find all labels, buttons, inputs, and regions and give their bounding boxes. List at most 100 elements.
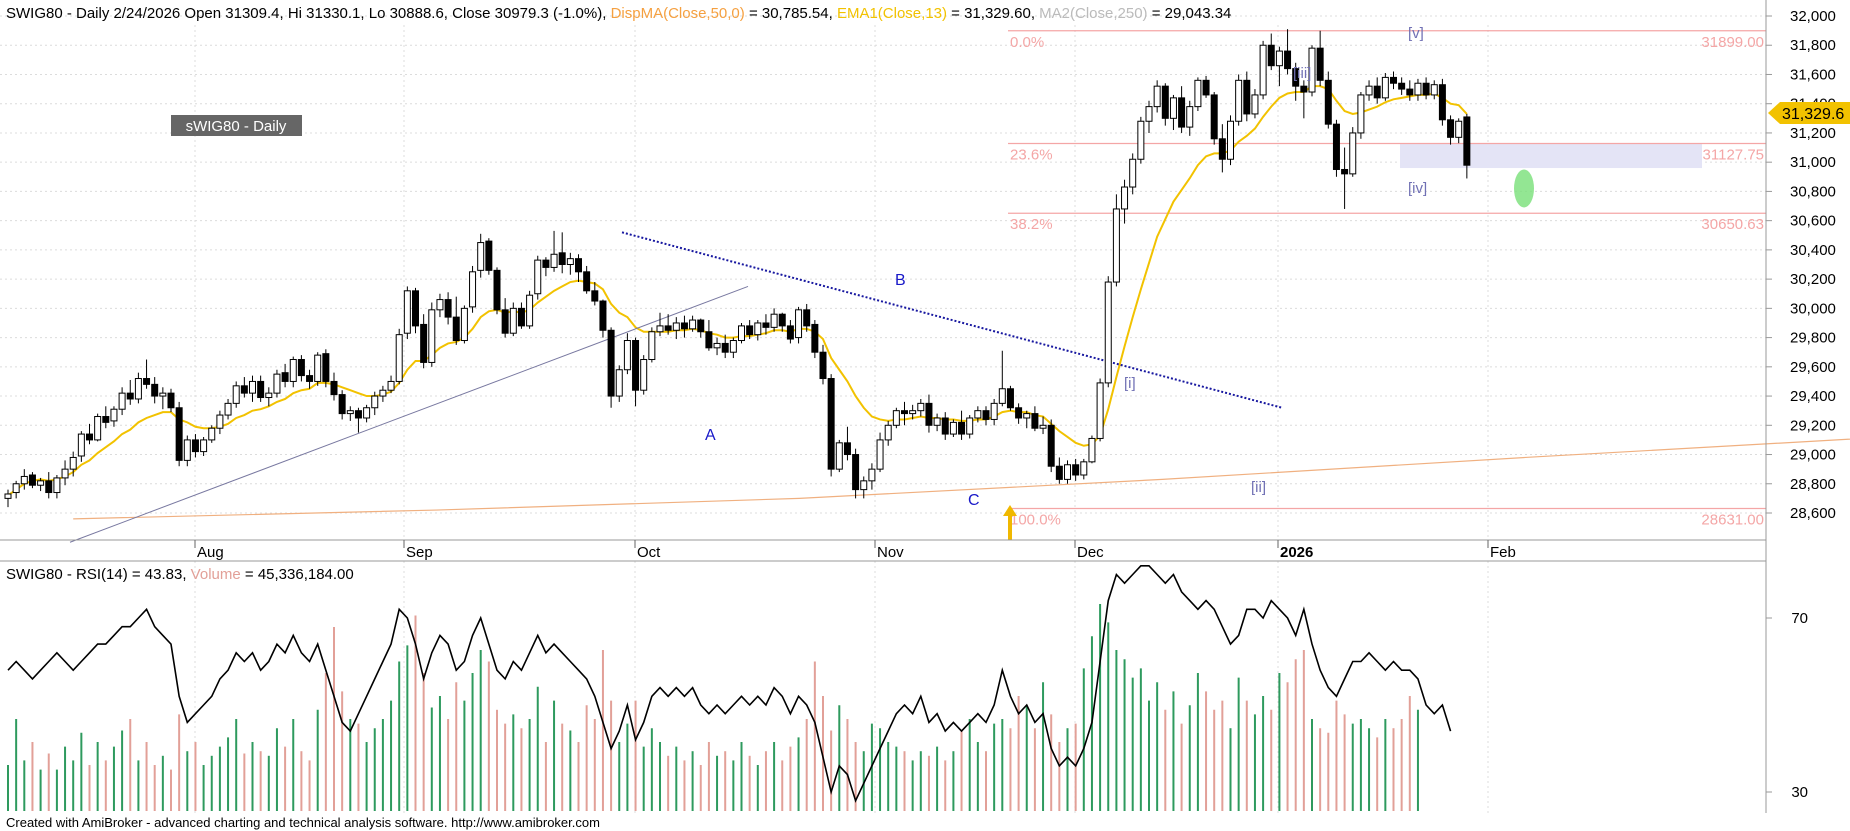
- date-tick-label: Sep: [406, 544, 433, 561]
- candle-up: [159, 392, 167, 397]
- candle-down: [1218, 138, 1226, 160]
- candle-up: [1275, 50, 1283, 67]
- candle-up: [795, 309, 803, 339]
- wave-label-c: C: [968, 492, 980, 509]
- ma-label: MA2(Close,250): [1039, 5, 1147, 22]
- volume-label: Volume: [191, 566, 241, 583]
- price-tick-label: 31,800: [1790, 37, 1836, 54]
- candle-down: [1398, 82, 1406, 90]
- candle-down: [420, 323, 428, 363]
- candle-down: [583, 271, 591, 292]
- candle-down: [705, 331, 713, 349]
- candle-down: [746, 325, 754, 336]
- price-tick-label: 32,000: [1790, 8, 1836, 25]
- candle-up: [990, 402, 998, 420]
- candle-down: [811, 323, 819, 353]
- candle-up: [249, 380, 256, 394]
- candle-up: [183, 439, 191, 461]
- candle-down: [1243, 79, 1251, 115]
- uptrend-line: [69, 285, 749, 543]
- candle-down: [102, 416, 110, 423]
- ema-label: EMA1(Close,13): [837, 5, 947, 22]
- candle-down: [1072, 464, 1080, 476]
- rsi-axis: 30 70: [1766, 610, 1808, 801]
- price-tick-label: 30,000: [1790, 300, 1836, 317]
- candle-up: [346, 410, 354, 415]
- candle-up: [134, 378, 142, 400]
- rsi-tick-label: 30: [1791, 784, 1808, 801]
- candle-up: [363, 407, 371, 419]
- candle-down: [1316, 47, 1324, 81]
- price-tick-label: 29,200: [1790, 417, 1836, 434]
- candle-down: [338, 394, 346, 415]
- candle-up: [200, 439, 208, 453]
- candle-down: [1015, 407, 1023, 419]
- candle-up: [623, 340, 631, 371]
- candle-down: [1463, 116, 1471, 166]
- candle-down: [941, 417, 949, 435]
- candles: [4, 29, 1471, 508]
- candle-up: [860, 480, 868, 491]
- candle-down: [721, 342, 729, 353]
- rsi-label: SWIG80 - RSI(14) = 43.83,: [6, 566, 191, 583]
- price-tick-label: 29,000: [1790, 447, 1836, 464]
- candle-up: [216, 414, 224, 429]
- candle-down: [444, 299, 452, 318]
- candle-up: [933, 417, 941, 426]
- downtrend-line: [621, 231, 1283, 409]
- candle-down: [558, 252, 566, 265]
- candle-up: [395, 334, 403, 382]
- candle-up: [1430, 84, 1438, 96]
- candle-up: [1308, 47, 1316, 93]
- candle-down: [1422, 82, 1430, 96]
- candle-up: [1194, 79, 1202, 108]
- candle-down: [591, 290, 599, 302]
- candle-down: [1161, 85, 1169, 119]
- candle-down: [151, 383, 159, 397]
- candle-up: [550, 253, 558, 268]
- candle-up: [892, 410, 900, 426]
- candle-up: [1137, 120, 1145, 160]
- candle-down: [680, 322, 688, 330]
- candle-down: [843, 442, 851, 456]
- candle-down: [1055, 465, 1063, 480]
- price-tick-label: 31,200: [1790, 125, 1836, 142]
- dma-label: DispMA(Close,50,0): [611, 5, 745, 22]
- candle-down: [632, 340, 640, 391]
- wave-label-i: [i]: [1124, 375, 1136, 392]
- candle-down: [803, 309, 811, 327]
- wave-label-iv: [iv]: [1408, 180, 1427, 197]
- candle-down: [664, 325, 672, 331]
- fib-23-6-value-label: 31127.75: [1703, 147, 1764, 164]
- candle-down: [542, 259, 550, 268]
- candle-up: [1169, 97, 1177, 119]
- candle-up: [1227, 120, 1234, 160]
- candle-up: [387, 380, 395, 391]
- candle-down: [1438, 84, 1446, 121]
- candle-down: [1047, 424, 1055, 467]
- candle-up: [1365, 85, 1373, 96]
- candle-up: [12, 483, 20, 494]
- candle-down: [1267, 44, 1275, 67]
- candle-up: [1153, 85, 1161, 108]
- candle-down: [1373, 85, 1381, 99]
- candle-up: [640, 359, 648, 391]
- rsi-header: SWIG80 - RSI(14) = 43.83, Volume = 45,33…: [6, 566, 354, 583]
- candle-down: [827, 378, 835, 470]
- candle-up: [469, 271, 477, 308]
- chart-header: SWIG80 - Daily 2/24/2026 Open 31309.4, H…: [6, 5, 1231, 22]
- fib-zone: [1400, 143, 1702, 169]
- price-tick-label: 29,400: [1790, 388, 1836, 405]
- volume-value: = 45,336,184.00: [241, 566, 354, 583]
- candle-up: [509, 307, 517, 334]
- candle-up: [917, 402, 925, 412]
- candle-down: [1332, 123, 1340, 170]
- candle-up: [966, 417, 974, 435]
- candle-up: [835, 442, 843, 470]
- candle-down: [1406, 88, 1414, 96]
- candle-up: [868, 468, 876, 482]
- candle-up: [53, 477, 61, 494]
- candle-up: [738, 325, 745, 342]
- candle-down: [1324, 79, 1332, 125]
- candle-down: [819, 351, 827, 380]
